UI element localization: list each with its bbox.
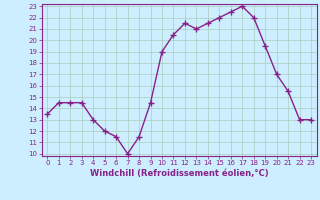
X-axis label: Windchill (Refroidissement éolien,°C): Windchill (Refroidissement éolien,°C): [90, 169, 268, 178]
